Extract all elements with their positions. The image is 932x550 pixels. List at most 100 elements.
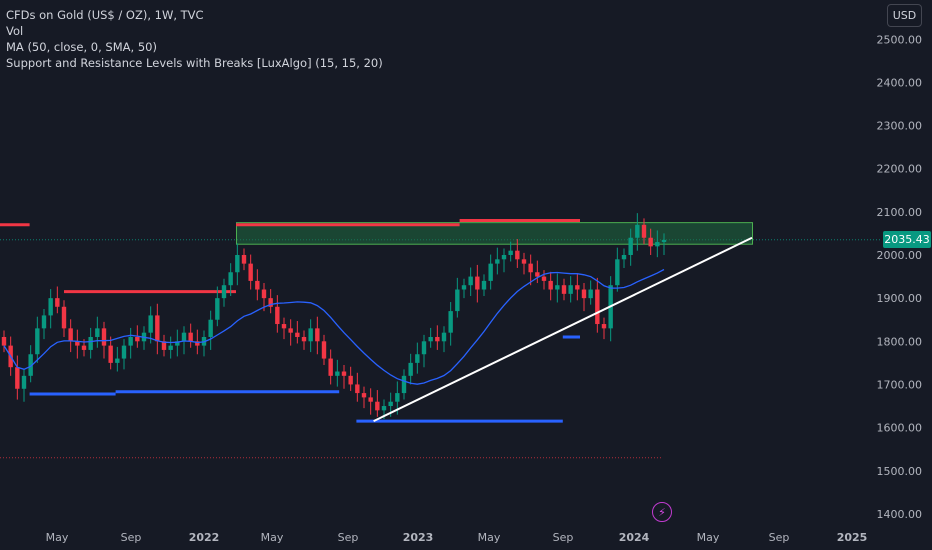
candle-body — [315, 328, 320, 342]
candle-body — [561, 285, 567, 294]
candle-body — [188, 332, 193, 342]
candle-body — [215, 298, 220, 320]
x-tick-label: 2022 — [189, 531, 220, 544]
y-tick-label: 2100.00 — [877, 206, 923, 219]
candle-body — [61, 306, 67, 329]
candle-body — [468, 276, 473, 286]
candle-body — [288, 328, 293, 333]
candle-body — [495, 259, 500, 264]
candle-body — [528, 263, 533, 273]
last-price-label: 2035.43 — [883, 231, 931, 248]
candle-body — [501, 255, 507, 260]
candle-body — [301, 336, 307, 342]
candle-body — [268, 298, 273, 307]
candle-body — [261, 289, 267, 299]
candle-body — [448, 311, 453, 333]
legend-moving-average[interactable]: MA (50, close, 0, SMA, 50) — [6, 40, 157, 54]
x-tick-label: May — [478, 531, 501, 544]
x-tick-label: 2024 — [619, 531, 650, 544]
candle-body — [35, 328, 40, 355]
legend-symbol[interactable]: CFDs on Gold (US$ / OZ), 1W, TVC — [6, 8, 204, 22]
candle-body — [595, 289, 600, 325]
candle-body — [121, 345, 127, 359]
candle-body — [195, 341, 200, 346]
candle-body — [515, 250, 520, 260]
moving-average-line — [3, 268, 665, 385]
candle-body — [128, 336, 133, 346]
candle-body — [588, 289, 593, 299]
candle-body — [388, 401, 393, 407]
x-tick-label: Sep — [553, 531, 574, 544]
candle-body — [581, 289, 587, 299]
trendline — [373, 236, 753, 423]
x-tick-label: May — [697, 531, 720, 544]
candle-body — [395, 393, 400, 402]
candle-body — [75, 341, 80, 346]
candle-body — [48, 298, 53, 316]
candle-body — [661, 239, 667, 243]
candle-body — [208, 319, 213, 337]
y-tick-label: 2500.00 — [877, 33, 923, 46]
supply-zone — [236, 222, 753, 245]
candle-body — [408, 362, 413, 376]
candle-body — [175, 341, 180, 346]
candle-body — [628, 237, 633, 255]
lightning-bolt-icon[interactable]: ⚡ — [652, 502, 672, 522]
candle-body — [228, 272, 233, 286]
x-tick-label: May — [46, 531, 69, 544]
candle-body — [248, 263, 253, 281]
candle-body — [348, 375, 353, 385]
candle-body — [575, 285, 580, 290]
candle-body — [555, 285, 560, 290]
y-tick-label: 1900.00 — [877, 292, 923, 305]
legend-volume[interactable]: Vol — [6, 24, 24, 38]
currency-button[interactable]: USD — [887, 4, 922, 27]
candle-body — [88, 336, 93, 350]
candle-body — [355, 384, 360, 394]
candle-body — [235, 255, 240, 273]
candle-body — [28, 354, 33, 376]
candle-body — [1, 336, 7, 346]
x-tick-label: Sep — [121, 531, 142, 544]
x-tick-label: 2025 — [837, 531, 868, 544]
candle-body — [635, 224, 640, 238]
x-tick-label: May — [261, 531, 284, 544]
candle-body — [481, 280, 487, 290]
y-tick-label: 1700.00 — [877, 378, 923, 391]
x-tick-label: Sep — [769, 531, 790, 544]
candle-body — [341, 371, 347, 376]
candle-body — [535, 272, 540, 277]
candle-body — [548, 280, 553, 290]
candle-body — [275, 306, 280, 325]
y-tick-label: 2400.00 — [877, 76, 923, 89]
candle-body — [428, 336, 433, 342]
candle-body — [475, 276, 480, 290]
legend-indicator[interactable]: Support and Resistance Levels with Break… — [6, 56, 383, 70]
candle-body — [221, 285, 227, 299]
candle-body — [135, 336, 140, 342]
candle-body — [241, 255, 247, 264]
candle-body — [461, 285, 467, 290]
candle-body — [375, 401, 380, 411]
candle-body — [55, 298, 60, 307]
candle-body — [655, 242, 660, 247]
candle-body — [488, 263, 493, 281]
candle-body — [281, 324, 287, 329]
candle-body — [328, 358, 333, 376]
candle-body — [81, 345, 87, 350]
candle-body — [541, 276, 547, 281]
y-tick-label: 1500.00 — [877, 465, 923, 478]
candle-body — [455, 289, 460, 312]
candle-body — [361, 393, 367, 398]
candle-body — [295, 332, 300, 337]
chart-legend: CFDs on Gold (US$ / OZ), 1W, TVC Vol MA … — [6, 7, 383, 71]
y-tick-label: 1800.00 — [877, 335, 923, 348]
y-tick-label: 1600.00 — [877, 422, 923, 435]
candle-body — [95, 328, 100, 337]
candle-body — [415, 354, 420, 363]
candle-body — [21, 375, 27, 389]
y-tick-label: 2000.00 — [877, 249, 923, 262]
candle-body — [101, 328, 107, 346]
